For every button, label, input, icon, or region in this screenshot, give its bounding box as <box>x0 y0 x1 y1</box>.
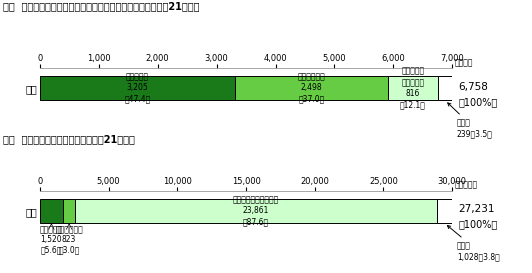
Text: その他
1,028（3.8）: その他 1,028（3.8） <box>447 225 500 261</box>
Text: 法人化して
いない農家
816
（12.1）: 法人化して いない農家 816 （12.1） <box>400 67 426 109</box>
Text: 27,231: 27,231 <box>459 204 495 214</box>
Text: 法人化していない農家
23,861
（87.6）: 法人化していない農家 23,861 （87.6） <box>233 195 279 226</box>
Text: 図１  農産加工場の運営主体別年間総販売金額（全国）（平成21年度）: 図１ 農産加工場の運営主体別年間総販売金額（全国）（平成21年度） <box>3 1 199 11</box>
Text: （100%）: （100%） <box>459 219 498 229</box>
Text: （億円）: （億円） <box>455 58 473 67</box>
Text: その他
239（3.5）: その他 239（3.5） <box>448 103 493 138</box>
Bar <box>40 76 236 100</box>
Bar <box>388 76 438 100</box>
Text: （100%）: （100%） <box>459 97 498 107</box>
Text: 株式会社等
3,205
（47.4）: 株式会社等 3,205 （47.4） <box>124 72 151 103</box>
Text: （加工場）: （加工場） <box>455 181 478 190</box>
Text: 農業協同組合
2,498
（37.0）: 農業協同組合 2,498 （37.0） <box>298 72 326 103</box>
Text: 図２  運営主体別農産加工場数（平成21年度）: 図２ 運営主体別農産加工場数（平成21年度） <box>3 134 135 144</box>
Bar <box>40 198 63 223</box>
Bar <box>437 198 452 223</box>
Bar <box>76 198 437 223</box>
Text: 6,758: 6,758 <box>459 82 488 92</box>
Bar <box>236 76 388 100</box>
Bar <box>63 198 76 223</box>
Text: 株式会社等
1,520
（5.6）: 株式会社等 1,520 （5.6） <box>40 225 63 255</box>
Bar <box>438 76 452 100</box>
Text: 農業協同組合
823
（3.0）: 農業協同組合 823 （3.0） <box>55 225 83 255</box>
